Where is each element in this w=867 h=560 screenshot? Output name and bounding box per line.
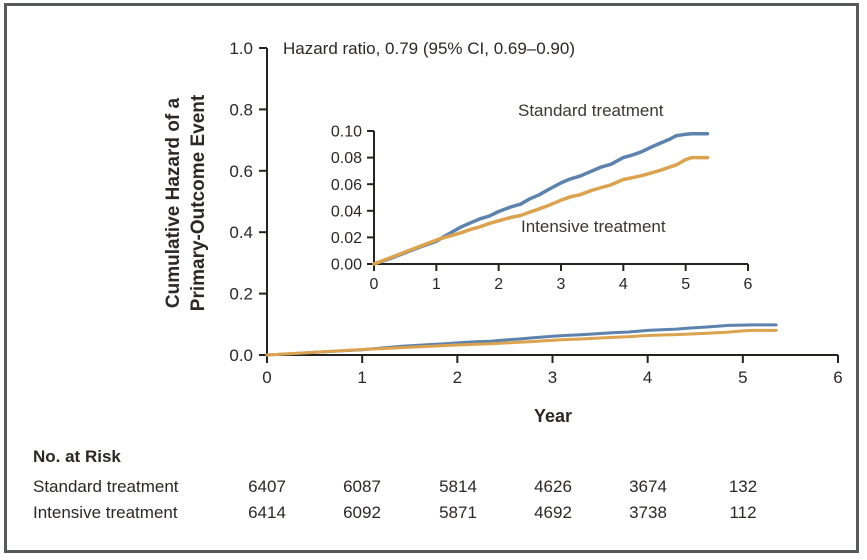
risk-value: 4692 [534, 503, 572, 522]
risk-value: 3674 [629, 477, 667, 496]
y-axis-title-line1: Cumulative Hazard of a [163, 97, 184, 309]
series-label-intensive: Intensive treatment [521, 217, 666, 236]
risk-value: 5814 [439, 477, 477, 496]
risk-value: 112 [729, 503, 757, 522]
risk-table-title: No. at Risk [33, 447, 121, 466]
hazard-ratio-annotation: Hazard ratio, 0.79 (95% CI, 0.69–0.90) [283, 39, 575, 58]
risk-value: 6087 [343, 477, 381, 496]
risk-value: 6092 [343, 503, 381, 522]
figure-frame [4, 3, 859, 553]
x-axis-title: Year [533, 406, 573, 426]
risk-value: 6414 [248, 503, 286, 522]
risk-row-label: Intensive treatment [33, 503, 178, 522]
risk-row-label: Standard treatment [33, 477, 179, 496]
risk-value: 4626 [534, 477, 572, 496]
y-axis-title: Cumulative Hazard of a Primary-Outcome E… [161, 0, 211, 433]
y-axis-title-line2: Primary-Outcome Event [188, 94, 209, 312]
risk-value: 5871 [439, 503, 477, 522]
risk-value: 3738 [629, 503, 667, 522]
risk-value: 132 [728, 477, 758, 496]
risk-value: 6407 [248, 477, 286, 496]
risk-row-standard: Standard treatment 6407 6087 5814 4626 3… [0, 477, 867, 499]
risk-row-intensive: Intensive treatment 6414 6092 5871 4692 … [0, 503, 867, 525]
series-label-standard: Standard treatment [518, 101, 664, 120]
